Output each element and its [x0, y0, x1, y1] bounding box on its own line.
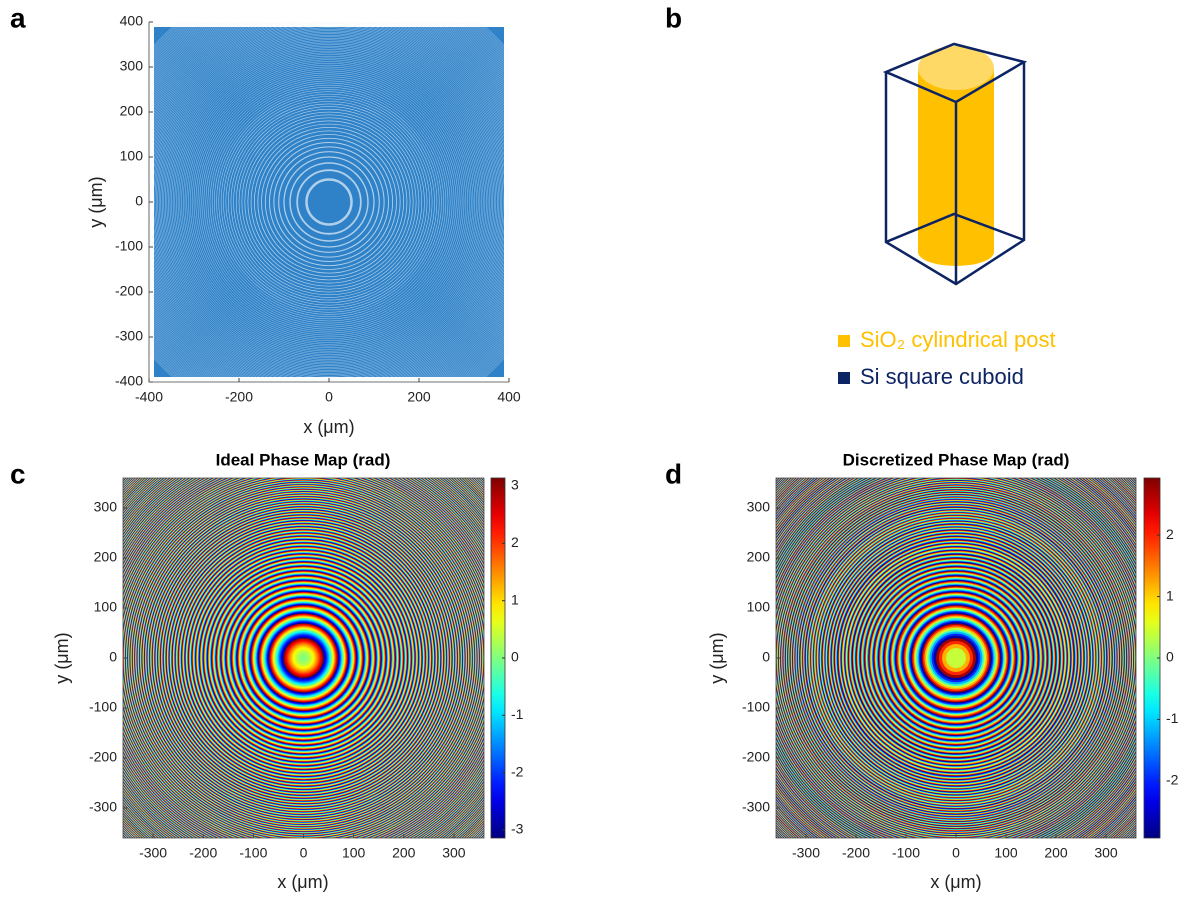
- x-tick-label: -200: [842, 845, 870, 861]
- x-axis-label: x (μm): [930, 872, 981, 892]
- panel-label: c: [10, 458, 26, 489]
- phase-ring: [956, 658, 957, 659]
- colorbar-tick-label: 2: [1166, 526, 1174, 542]
- y-tick-label: -300: [89, 799, 117, 815]
- x-tick-label: -200: [189, 845, 217, 861]
- colorbar-tick-label: 3: [511, 477, 519, 493]
- y-tick-label: 300: [747, 499, 771, 515]
- x-tick-label: 300: [442, 845, 466, 861]
- y-tick-label: 200: [94, 549, 118, 565]
- colorbar-tick-label: 1: [1166, 587, 1174, 603]
- colorbar-tick-label: 2: [511, 534, 519, 550]
- x-tick-label: 0: [952, 845, 960, 861]
- x-axis-label: x (μm): [277, 872, 328, 892]
- plot-area: [94, 0, 564, 437]
- x-tick-label: -100: [892, 845, 920, 861]
- y-tick-label: -300: [115, 328, 143, 344]
- colorbar-tick-label: 0: [1166, 649, 1174, 665]
- panel-label: a: [10, 2, 26, 33]
- x-tick-label: 100: [994, 845, 1018, 861]
- chart-title: Ideal Phase Map (rad): [216, 450, 391, 469]
- y-tick-label: -400: [115, 373, 143, 389]
- chart-title: Discretized Phase Map (rad): [843, 450, 1070, 469]
- colorbar-tick-label: -1: [1166, 710, 1179, 726]
- x-tick-label: -300: [792, 845, 820, 861]
- x-tick-label: 100: [342, 845, 366, 861]
- x-axis-label: x (μm): [303, 417, 354, 437]
- x-tick-label: -400: [135, 389, 163, 405]
- y-tick-label: -100: [89, 699, 117, 715]
- plot-area: [43, 398, 564, 896]
- y-axis-label: y (μm): [707, 632, 727, 683]
- plot-area: [696, 398, 1190, 896]
- x-tick-label: 0: [325, 389, 333, 405]
- colorbar-tick-label: -2: [511, 763, 524, 779]
- y-tick-label: -200: [115, 283, 143, 299]
- x-tick-label: 200: [392, 845, 416, 861]
- x-tick-label: 200: [1044, 845, 1068, 861]
- y-axis-label: y (μm): [52, 632, 72, 683]
- x-tick-label: -100: [239, 845, 267, 861]
- y-tick-label: 100: [94, 599, 118, 615]
- panel-label: d: [665, 458, 682, 489]
- phase-ring: [303, 658, 304, 659]
- x-tick-label: -300: [139, 845, 167, 861]
- legend-swatch: [838, 335, 850, 347]
- y-tick-label: 100: [120, 148, 144, 164]
- colorbar-tick-label: -2: [1166, 772, 1179, 788]
- y-tick-label: -200: [742, 749, 770, 765]
- y-tick-label: 200: [120, 103, 144, 119]
- y-tick-label: 300: [94, 499, 118, 515]
- x-tick-label: 400: [497, 389, 521, 405]
- unit-cell-diagram: [886, 44, 1024, 284]
- y-tick-label: -100: [742, 699, 770, 715]
- y-tick-label: 100: [747, 599, 771, 615]
- x-tick-label: 200: [407, 389, 431, 405]
- y-tick-label: -100: [115, 238, 143, 254]
- figure: a b c d SiO₂ cylindrical post Si square c…: [0, 0, 1190, 896]
- y-tick-label: 200: [747, 549, 771, 565]
- y-tick-label: 0: [135, 193, 143, 209]
- x-tick-label: 300: [1094, 845, 1118, 861]
- y-axis-label: y (μm): [86, 176, 106, 227]
- y-tick-label: 0: [762, 649, 770, 665]
- legend-label: SiO₂ cylindrical post: [860, 327, 1056, 352]
- colorbar-tick-label: -3: [511, 821, 524, 837]
- metasurface-image: [154, 27, 504, 377]
- colorbar-tick-label: 0: [511, 649, 519, 665]
- legend: SiO₂ cylindrical post Si square cuboid: [838, 327, 1056, 389]
- y-tick-label: -300: [742, 799, 770, 815]
- legend-swatch: [838, 372, 850, 384]
- panel-label: b: [665, 2, 682, 33]
- legend-label: Si square cuboid: [860, 364, 1024, 389]
- y-tick-label: 300: [120, 58, 144, 74]
- x-tick-label: -200: [225, 389, 253, 405]
- colorbar-tick-label: 1: [511, 591, 519, 607]
- x-tick-label: 0: [300, 845, 308, 861]
- y-tick-label: 0: [109, 649, 117, 665]
- y-tick-label: -200: [89, 749, 117, 765]
- colorbar-tick-label: -1: [511, 706, 524, 722]
- y-tick-label: 400: [120, 13, 144, 29]
